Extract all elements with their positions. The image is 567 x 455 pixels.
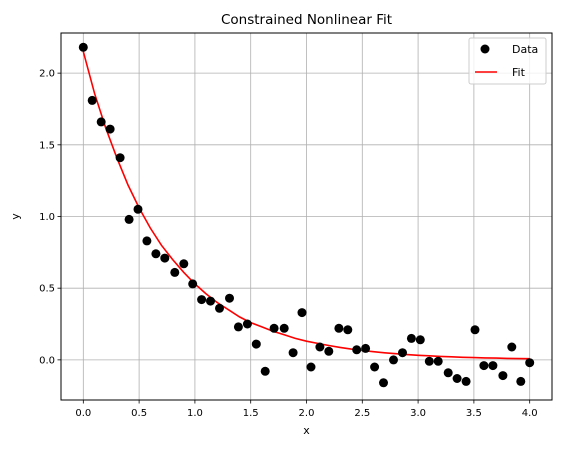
data-point: [415, 335, 425, 345]
data-point: [260, 366, 270, 376]
points-layer: [78, 42, 535, 388]
data-point: [488, 361, 498, 371]
x-tick-label: 3.5: [466, 408, 482, 419]
data-point: [105, 124, 115, 134]
y-tick-label: 0.0: [39, 355, 55, 366]
data-point: [461, 376, 471, 386]
data-point: [233, 322, 243, 332]
data-point: [479, 361, 489, 371]
x-tick-label: 2.0: [299, 408, 315, 419]
x-tick-label: 1.0: [187, 408, 203, 419]
data-point: [115, 153, 125, 163]
y-tick-label: 0.5: [39, 284, 55, 295]
data-point: [370, 362, 380, 372]
data-point: [507, 342, 517, 352]
data-point: [433, 356, 443, 366]
data-point: [406, 333, 416, 343]
x-tick-label: 2.5: [354, 408, 370, 419]
data-point: [160, 253, 170, 263]
ticks-layer: 0.0 0.5 1.0 1.5 2.0 2.5 3.0 3.5 4.0 0.0 0.5 1.0 1.5 2…: [39, 69, 538, 419]
legend-data-label: Data: [512, 43, 538, 56]
data-point: [170, 267, 180, 277]
legend-fit-label: Fit: [512, 66, 526, 79]
data-point: [133, 204, 143, 214]
data-point: [297, 308, 307, 318]
data-point: [251, 339, 261, 349]
data-point: [151, 249, 161, 259]
data-point: [334, 323, 344, 333]
y-tick-label: 1.5: [39, 140, 55, 151]
data-point: [124, 214, 134, 224]
data-point: [179, 259, 189, 269]
data-point: [78, 42, 88, 52]
data-point: [188, 279, 198, 289]
x-tick-label: 0.5: [131, 408, 147, 419]
x-axis-title: x: [303, 424, 310, 437]
data-point: [443, 368, 453, 378]
x-tick-label: 1.5: [243, 408, 259, 419]
y-tick-label: 1.0: [39, 212, 55, 223]
data-point: [525, 358, 535, 368]
data-point: [87, 95, 97, 105]
fit-layer: [82, 51, 530, 360]
data-point: [225, 293, 234, 303]
data-point: [379, 378, 388, 388]
data-point: [279, 323, 289, 333]
data-point: [452, 374, 462, 383]
x-tick-label: 3.0: [410, 408, 426, 419]
data-point: [269, 323, 279, 333]
data-point: [352, 345, 362, 355]
grid-layer: [61, 33, 552, 400]
fit-line: [82, 51, 530, 360]
data-point: [288, 348, 298, 358]
data-point: [498, 371, 508, 381]
x-tick-label: 4.0: [522, 408, 538, 419]
data-point: [470, 325, 480, 335]
data-point: [424, 356, 434, 366]
data-point: [96, 117, 106, 127]
data-point: [516, 376, 526, 386]
data-point: [215, 303, 224, 313]
data-point: [361, 343, 371, 353]
legend-data-marker: [480, 44, 490, 54]
data-point: [389, 355, 398, 365]
data-point: [242, 319, 252, 329]
data-point: [206, 296, 215, 306]
y-axis-title: y: [9, 213, 22, 220]
data-point: [142, 236, 152, 246]
data-point: [324, 346, 334, 356]
y-tick-label: 2.0: [39, 69, 55, 80]
data-point: [197, 295, 207, 305]
chart-title: Constrained Nonlinear Fit: [221, 12, 392, 28]
x-tick-label: 0.0: [75, 408, 91, 419]
legend: Data Fit: [468, 37, 547, 85]
data-point: [343, 325, 353, 335]
data-point: [398, 348, 407, 358]
data-point: [306, 362, 316, 372]
data-point: [315, 342, 325, 352]
